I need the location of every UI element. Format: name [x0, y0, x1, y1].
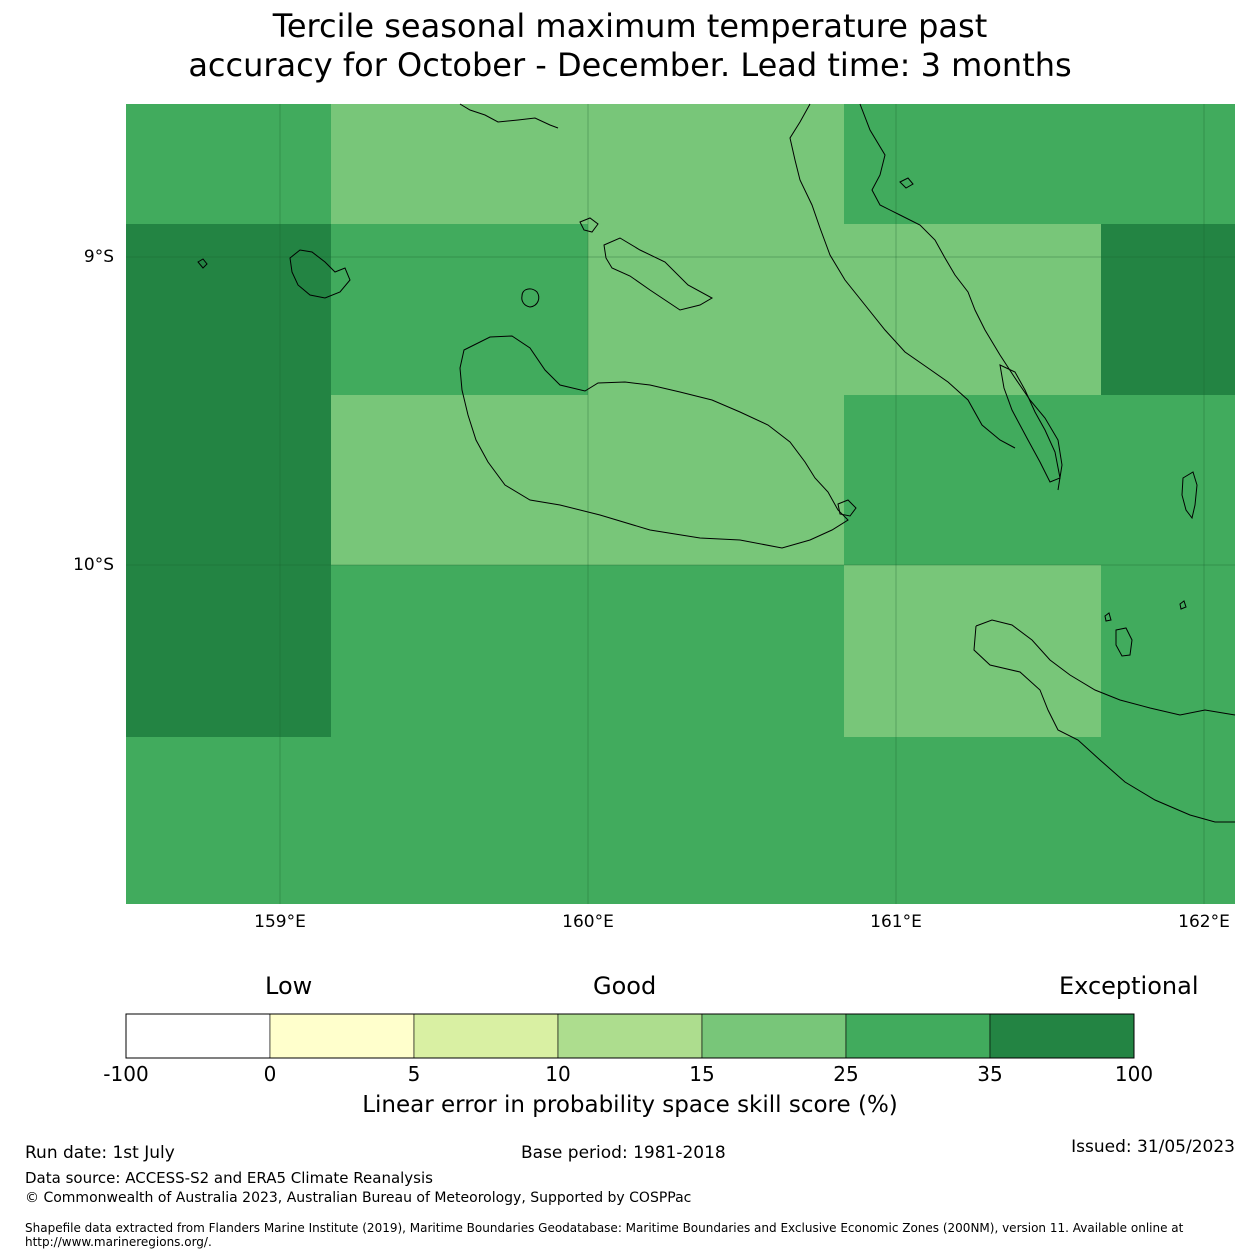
colorbar-tick: -100: [103, 1062, 149, 1086]
x-axis-label-161e: 161°E: [870, 912, 922, 932]
coastline-makira-south: [973, 625, 1235, 823]
grid-cell: [126, 224, 331, 737]
coastline-ugi-island: [1115, 627, 1133, 657]
issued-date: Issued: 31/05/2023: [1071, 1137, 1235, 1157]
coastline-malaita-east: [859, 103, 1063, 491]
coastline-small-islet: [899, 177, 914, 189]
coastline-isabel-island: [459, 103, 559, 129]
map-title-line-1: Tercile seasonal maximum temperature pas…: [272, 7, 988, 45]
grid-cell: [331, 565, 844, 737]
colorbar-tick: 15: [689, 1062, 715, 1086]
grid-cell: [331, 224, 588, 395]
colorbar-tick: 25: [833, 1062, 859, 1086]
grid-cell: [844, 565, 1101, 737]
data-source: Data source: ACCESS-S2 and ERA5 Climate …: [25, 1169, 433, 1187]
coastline-malaita-west: [789, 103, 1016, 449]
skill-grid: [126, 104, 1235, 904]
grid-cell: [331, 104, 844, 224]
run-date: Run date: 1st July: [25, 1143, 175, 1163]
colorbar-segment: [125, 1013, 271, 1059]
colorbar-segment: [413, 1013, 559, 1059]
colorbar-label: Linear error in probability space skill …: [362, 1092, 898, 1118]
coastline-makira: [975, 619, 1236, 716]
colorbar-tick: 35: [977, 1062, 1003, 1086]
grid-cell: [126, 104, 331, 224]
colorbar-category-low: Low: [265, 972, 313, 1000]
grid-cell: [126, 737, 1235, 904]
colorbar-segment: [989, 1013, 1135, 1059]
colorbar-segment: [269, 1013, 415, 1059]
coastline-ulawa-island: [1181, 471, 1198, 520]
x-axis-label-162e: 162°E: [1178, 912, 1230, 932]
copyright-notice: © Commonwealth of Australia 2023, Austra…: [25, 1190, 692, 1206]
colorbar-segment: [701, 1013, 847, 1059]
colorbar-tick: 10: [545, 1062, 571, 1086]
y-axis-label-10s: 10°S: [73, 555, 114, 575]
coastline-guadalcanal: [459, 335, 849, 549]
colorbar-category-good: Good: [593, 972, 657, 1000]
coastline-small-islet: [1179, 600, 1187, 610]
coastlines: [197, 103, 1236, 823]
coastline-ngella-islands: [603, 237, 714, 311]
map-title-line-2: accuracy for October - December. Lead ti…: [188, 46, 1072, 84]
grid-cell: [844, 104, 1235, 224]
coastline-small-islet: [579, 217, 599, 233]
colorbar-frame: [125, 1013, 1135, 1059]
x-axis-label-159e: 159°E: [254, 912, 306, 932]
grid-cell: [844, 395, 1235, 565]
coastline-small-islet: [1104, 612, 1112, 622]
shapefile-credit: Shapefile data extracted from Flanders M…: [25, 1221, 1184, 1249]
y-axis-label-9s: 9°S: [83, 247, 114, 267]
coastline-small-malaita: [999, 364, 1061, 483]
grid-cell: [1101, 565, 1235, 737]
gridlines: [126, 104, 1235, 904]
colorbar-tick: 5: [407, 1062, 421, 1086]
x-axis-label-160e: 160°E: [562, 912, 614, 932]
grid-cell: [331, 395, 844, 565]
base-period: Base period: 1981-2018: [521, 1143, 726, 1163]
colorbar-segment: [845, 1013, 991, 1059]
grid-cell: [588, 224, 1101, 395]
colorbar-category-exceptional: Exceptional: [1059, 972, 1199, 1000]
colorbar-segment: [557, 1013, 703, 1059]
coastline-russell-islands: [289, 249, 351, 299]
coastline-savo-island: [521, 288, 540, 308]
grid-cell: [1101, 224, 1235, 395]
coastline-small-islet: [837, 499, 857, 517]
colorbar-tick: 0: [263, 1062, 277, 1086]
colorbar-tick: 100: [1114, 1062, 1154, 1086]
colorbar: [125, 1013, 1135, 1059]
coastline-small-islet: [197, 258, 208, 269]
